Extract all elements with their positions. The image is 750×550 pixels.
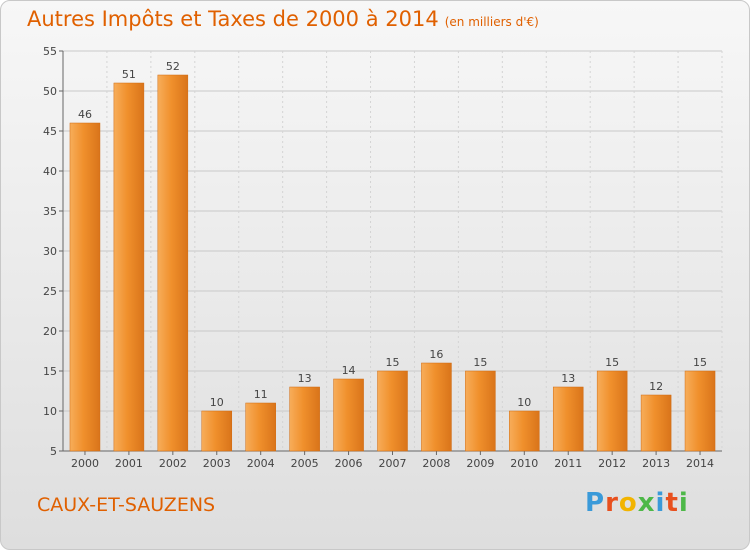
bar bbox=[69, 122, 101, 452]
logo-letter: t bbox=[665, 488, 679, 518]
bar bbox=[333, 378, 364, 452]
y-tick-label: 35 bbox=[43, 205, 57, 218]
bar bbox=[596, 370, 628, 452]
y-tick-label: 25 bbox=[43, 285, 57, 298]
bar bbox=[377, 370, 408, 452]
bars bbox=[69, 74, 716, 452]
bar-value-label: 52 bbox=[166, 60, 180, 73]
x-tick-label: 2005 bbox=[291, 457, 319, 470]
chart-subtitle: (en milliers d'€) bbox=[444, 15, 539, 29]
logo-letter: r bbox=[605, 488, 619, 518]
bar bbox=[201, 410, 233, 452]
value-labels: 46 51 52 10 11 13 14 15 16 15 10 13 15 12 15 bbox=[78, 60, 707, 409]
bar-value-label: 10 bbox=[210, 396, 224, 409]
commune-name: CAUX-ET-SAUZENS bbox=[37, 494, 216, 516]
bar-value-label: 15 bbox=[473, 356, 487, 369]
y-tick-label: 10 bbox=[43, 405, 57, 418]
bar-value-label: 10 bbox=[517, 396, 531, 409]
logo-letter: P bbox=[585, 488, 606, 518]
bar bbox=[245, 402, 276, 452]
x-tick-label: 2000 bbox=[71, 457, 99, 470]
bar-value-label: 46 bbox=[78, 108, 92, 121]
bar bbox=[640, 394, 672, 452]
logo-letter: o bbox=[618, 488, 638, 518]
x-tick-label: 2008 bbox=[422, 457, 450, 470]
bar-value-label: 15 bbox=[605, 356, 619, 369]
bar-value-label: 51 bbox=[122, 68, 136, 81]
y-tick-label: 55 bbox=[43, 45, 57, 58]
bar bbox=[552, 386, 584, 452]
x-tick-label: 2002 bbox=[159, 457, 187, 470]
y-tick-label: 50 bbox=[43, 85, 57, 98]
x-tick-label: 2001 bbox=[115, 457, 143, 470]
bar-value-label: 11 bbox=[254, 388, 268, 401]
bar-value-label: 12 bbox=[649, 380, 663, 393]
chart-title-text: Autres Impôts et Taxes de 2000 à 2014 bbox=[27, 7, 439, 31]
x-tick-label: 2011 bbox=[554, 457, 582, 470]
y-tick-label: 5 bbox=[50, 445, 57, 458]
x-tick-label: 2006 bbox=[335, 457, 363, 470]
y-tick-label: 15 bbox=[43, 365, 57, 378]
y-tick-label: 20 bbox=[43, 325, 57, 338]
proxiti-logo: Proxiti bbox=[585, 488, 689, 518]
y-tick-label: 40 bbox=[43, 165, 57, 178]
bar bbox=[157, 74, 189, 452]
x-tick-label: 2004 bbox=[247, 457, 275, 470]
y-tick-label: 45 bbox=[43, 125, 57, 138]
bar bbox=[289, 386, 320, 452]
bar bbox=[509, 410, 540, 452]
bar bbox=[684, 370, 716, 452]
bar-value-label: 15 bbox=[693, 356, 707, 369]
bar bbox=[465, 370, 496, 452]
bar-value-label: 14 bbox=[342, 364, 356, 377]
bar-value-label: 16 bbox=[429, 348, 443, 361]
x-tick-label: 2007 bbox=[379, 457, 407, 470]
logo-letter: i bbox=[678, 488, 689, 518]
y-tick-label: 30 bbox=[43, 245, 57, 258]
x-tick-label: 2010 bbox=[510, 457, 538, 470]
x-tick-label: 2013 bbox=[642, 457, 670, 470]
x-tick-label: 2003 bbox=[203, 457, 231, 470]
bar bbox=[113, 82, 145, 452]
x-tick-label: 2012 bbox=[598, 457, 626, 470]
x-tick-label: 2014 bbox=[686, 457, 714, 470]
bar-value-label: 13 bbox=[561, 372, 575, 385]
logo-letter: x bbox=[637, 488, 656, 518]
x-tick-label: 2009 bbox=[466, 457, 494, 470]
logo-letter: i bbox=[655, 488, 666, 518]
chart-title: Autres Impôts et Taxes de 2000 à 2014 (en… bbox=[27, 7, 539, 31]
bar-value-label: 13 bbox=[298, 372, 312, 385]
bar-value-label: 15 bbox=[386, 356, 400, 369]
bar bbox=[421, 362, 452, 452]
